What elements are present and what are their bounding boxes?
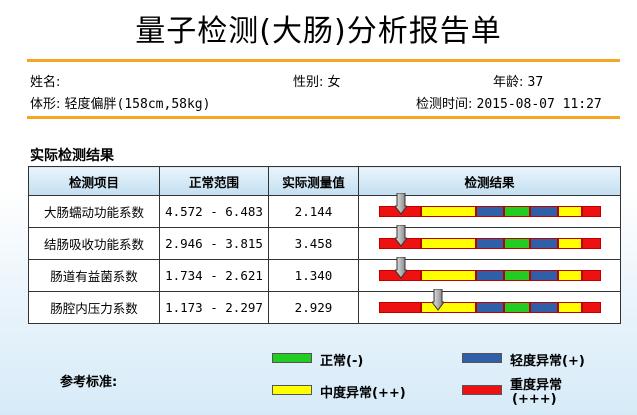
legend-normal-swatch [272, 353, 312, 363]
scale-segment-mild [475, 270, 504, 281]
body-row: 体形: 轻度偏胖(158cm,58kg) [30, 93, 210, 112]
table-row: 大肠蠕动功能系数 4.572 - 6.483 2.144 [28, 192, 621, 228]
scale-segment-normal [503, 270, 530, 281]
scale-segment-mild [529, 302, 558, 313]
scale-segment-moderate [420, 270, 476, 281]
result-marker-icon [431, 288, 446, 311]
body-value: 轻度偏胖(158cm,58kg) [64, 97, 211, 112]
scale-segment-severe [581, 302, 601, 313]
report-title: 量子检测(大肠)分析报告单 [135, 14, 502, 49]
item-name: 大肠蠕动功能系数 [28, 195, 160, 228]
measured-value: 3.458 [268, 227, 359, 260]
name-mask [64, 75, 123, 90]
result-marker-icon [393, 256, 408, 279]
result-cell [358, 288, 621, 324]
scale-segment-normal [503, 302, 530, 313]
scale-segment-mild [529, 270, 558, 281]
scale-segment-normal [503, 238, 530, 249]
age-value: 37 [527, 75, 544, 90]
body-label: 体形: [30, 97, 61, 112]
legend-title: 参考标准: [60, 375, 118, 390]
name-row: 姓名: [30, 71, 123, 90]
header-range: 正常范围 [159, 166, 269, 196]
gender-value: 女 [327, 75, 341, 90]
item-name: 肠道有益菌系数 [28, 259, 160, 292]
gender-row: 性别: 女 [293, 71, 341, 90]
scale-segment-moderate [420, 302, 476, 313]
section-title: 实际检测结果 [30, 148, 114, 164]
result-marker-icon [393, 192, 408, 215]
scale-segment-severe [581, 238, 601, 249]
age-label: 年龄: [493, 75, 524, 90]
normal-range: 2.946 - 3.815 [159, 227, 269, 260]
legend-moderate-swatch [272, 385, 312, 395]
info-divider [27, 116, 620, 119]
legend-mild-swatch [462, 353, 502, 363]
legend-mild-label: 轻度异常(+) [510, 354, 585, 369]
normal-range: 1.734 - 2.621 [159, 259, 269, 292]
measured-value: 1.340 [268, 259, 359, 292]
scale-segment-mild [475, 302, 504, 313]
result-cell [358, 224, 621, 260]
item-name: 肠腔内压力系数 [28, 291, 160, 324]
normal-range: 1.173 - 2.297 [159, 291, 269, 324]
scale-segment-mild [529, 206, 558, 217]
result-cell [358, 256, 621, 292]
gender-label: 性别: [293, 75, 324, 90]
result-cell [358, 192, 621, 228]
age-row: 年龄: 37 [493, 71, 543, 90]
time-label: 检测时间: [416, 97, 473, 112]
scale-segment-normal [503, 206, 530, 217]
result-scale [378, 288, 601, 313]
scale-segment-mild [475, 206, 504, 217]
scale-segment-moderate [420, 238, 476, 249]
table-row: 肠道有益菌系数 1.734 - 2.621 1.340 [28, 256, 621, 292]
header-result: 检测结果 [358, 166, 621, 196]
scale-segment-moderate [557, 302, 582, 313]
scale-segment-mild [529, 238, 558, 249]
scale-segment-severe [378, 302, 421, 313]
measured-value: 2.929 [268, 291, 359, 324]
scale-segment-moderate [557, 270, 582, 281]
result-scale [378, 192, 601, 217]
scale-segment-moderate [557, 206, 582, 217]
normal-range: 4.572 - 6.483 [159, 195, 269, 228]
scale-segment-severe [581, 206, 601, 217]
title-divider [27, 59, 620, 62]
scale-segment-mild [475, 238, 504, 249]
legend-severe-swatch [462, 385, 502, 395]
table-row: 结肠吸收功能系数 2.946 - 3.815 3.458 [28, 224, 621, 260]
result-scale [378, 256, 601, 281]
item-name: 结肠吸收功能系数 [28, 227, 160, 260]
results-table: 检测项目 正常范围 实际测量值 检测结果 大肠蠕动功能系数 4.572 - 6.… [28, 166, 621, 324]
table-row: 肠腔内压力系数 1.173 - 2.297 2.929 [28, 288, 621, 324]
time-row: 检测时间: 2015-08-07 11:27 [416, 93, 602, 112]
measured-value: 2.144 [268, 195, 359, 228]
legend-moderate-label: 中度异常(++) [320, 386, 406, 401]
scale-segment-moderate [420, 206, 476, 217]
scale-segment-moderate [557, 238, 582, 249]
time-value: 2015-08-07 11:27 [476, 97, 602, 112]
name-label: 姓名: [30, 75, 61, 90]
header-value: 实际测量值 [268, 166, 359, 196]
result-scale [378, 224, 601, 249]
legend-severe-sublabel: (+++) [512, 392, 557, 407]
scale-segment-severe [581, 270, 601, 281]
legend-severe-label: 重度异常 [510, 378, 563, 393]
table-header-row: 检测项目 正常范围 实际测量值 检测结果 [28, 166, 621, 196]
result-marker-icon [393, 224, 408, 247]
header-item: 检测项目 [28, 166, 160, 196]
legend-normal-label: 正常(-) [320, 354, 364, 369]
